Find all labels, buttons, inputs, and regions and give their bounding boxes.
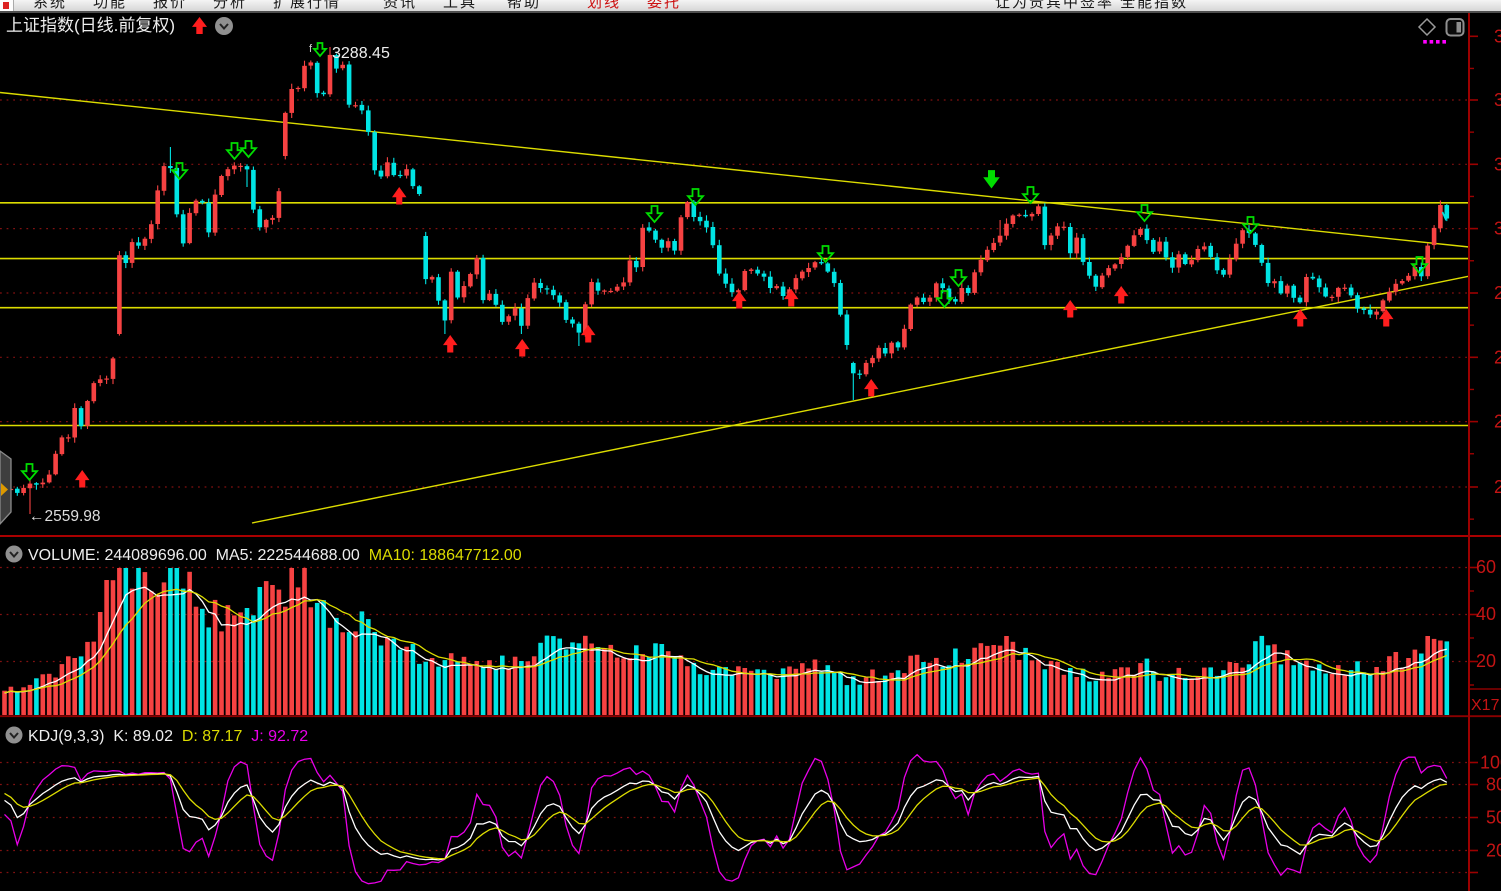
svg-text:40: 40 (1476, 604, 1496, 624)
svg-text:VOLUME: 244089696.00 MA5: 222: VOLUME: 244089696.00 MA5: 222544688.00 M… (28, 547, 522, 564)
svg-text:2: 2 (1494, 412, 1501, 432)
svg-text:2: 2 (1494, 477, 1501, 497)
svg-text:60: 60 (1476, 557, 1496, 577)
svg-text:f: f (309, 43, 313, 55)
svg-text:50: 50 (1486, 808, 1501, 828)
svg-text:20: 20 (1476, 651, 1496, 671)
svg-text:上证指数(日线.前复权): 上证指数(日线.前复权) (6, 16, 175, 35)
svg-text:3: 3 (1494, 90, 1501, 110)
svg-text:3: 3 (1494, 26, 1501, 46)
svg-text:3288.45: 3288.45 (332, 45, 390, 62)
svg-text:2: 2 (1494, 283, 1501, 303)
svg-text:X17: X17 (1471, 697, 1500, 714)
svg-text:KDJ(9,3,3) K: 89.02 D: 87.17: KDJ(9,3,3) K: 89.02 D: 87.17 J: 92.72 (28, 728, 308, 745)
svg-text:←2559.98: ←2559.98 (29, 508, 101, 525)
svg-text:80: 80 (1486, 775, 1501, 795)
svg-text:100: 100 (1480, 753, 1501, 773)
svg-text:3: 3 (1494, 219, 1501, 239)
svg-text:3: 3 (1494, 154, 1501, 174)
svg-text:2: 2 (1494, 347, 1501, 367)
svg-text:20: 20 (1486, 841, 1501, 861)
